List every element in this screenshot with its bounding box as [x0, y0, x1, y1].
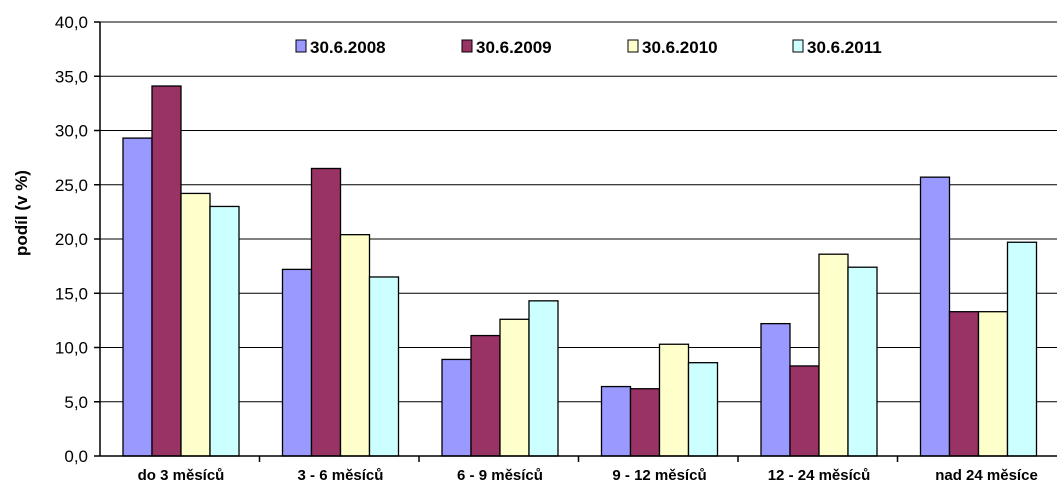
bar-30.6.2008-4: [760, 322, 791, 457]
bar-30.6.2011-0: [209, 205, 240, 457]
x-category-label: 12 - 24 měsíců: [768, 467, 871, 484]
bar-30.6.2009-3: [629, 388, 661, 457]
bar-30.6.2008-1: [281, 268, 313, 457]
bar-30.6.2009-0: [151, 85, 182, 457]
bar-30.6.2009-2: [470, 334, 501, 457]
y-axis-label: podíl (v %): [12, 170, 31, 256]
bar-30.6.2010-2: [499, 318, 530, 457]
legend-swatch: [461, 39, 473, 53]
y-tick-label: 35,0: [55, 67, 88, 86]
x-category-label: 6 - 9 měsíců: [457, 467, 543, 484]
x-category-label: 9 - 12 měsíců: [612, 467, 706, 484]
bar-30.6.2010-3: [658, 343, 690, 457]
y-tick-label: 15,0: [55, 284, 88, 303]
legend: 30.6.2008 30.6.2009 30.6.2010 30.6.2011: [295, 38, 882, 57]
bar-30.6.2008-2: [441, 358, 472, 457]
legend-label: 30.6.2010: [642, 38, 718, 57]
bar-30.6.2008-5: [919, 176, 951, 457]
y-tick-label: 40,0: [55, 13, 88, 32]
bar-30.6.2008-3: [600, 385, 632, 457]
legend-swatch: [627, 39, 639, 53]
bars: [122, 85, 1038, 457]
x-category-label: 3 - 6 měsíců: [298, 467, 384, 484]
legend-swatch: [295, 39, 307, 53]
legend-swatch: [792, 39, 804, 53]
y-tick-label: 5,0: [64, 393, 88, 412]
bar-30.6.2010-5: [977, 311, 1009, 457]
x-categories: do 3 měsíců 3 - 6 měsíců 6 - 9 měsíců 9 - 1…: [138, 456, 1038, 484]
x-category-label: do 3 měsíců: [138, 467, 225, 484]
bar-30.6.2011-1: [368, 276, 400, 457]
bar-30.6.2011-4: [847, 266, 878, 457]
y-tick-label: 10,0: [55, 339, 88, 358]
legend-label: 30.6.2008: [310, 38, 386, 57]
y-tick-label: 0,0: [64, 447, 88, 466]
y-tick-label: 20,0: [55, 230, 88, 249]
bar-30.6.2011-5: [1006, 241, 1038, 457]
x-category-label: nad 24 měsíce: [935, 467, 1038, 484]
bar-30.6.2009-4: [789, 365, 820, 457]
bar-30.6.2010-4: [818, 253, 849, 457]
bar-30.6.2010-1: [339, 234, 371, 457]
legend-label: 30.6.2009: [476, 38, 552, 57]
gridlines: [100, 21, 1057, 403]
bar-30.6.2010-0: [180, 192, 211, 457]
bar-30.6.2011-3: [687, 362, 719, 457]
bar-30.6.2009-1: [310, 167, 342, 457]
legend-label: 30.6.2011: [807, 38, 882, 57]
y-ticks: 0,0 5,0 10,0 15,0 20,0 25,0 30,0 35,0 40,0: [55, 13, 100, 466]
y-tick-label: 30,0: [55, 122, 88, 141]
y-tick-label: 25,0: [55, 176, 88, 195]
bar-30.6.2011-2: [528, 300, 559, 457]
bar-30.6.2008-0: [122, 137, 153, 457]
bar-30.6.2009-5: [948, 311, 980, 457]
